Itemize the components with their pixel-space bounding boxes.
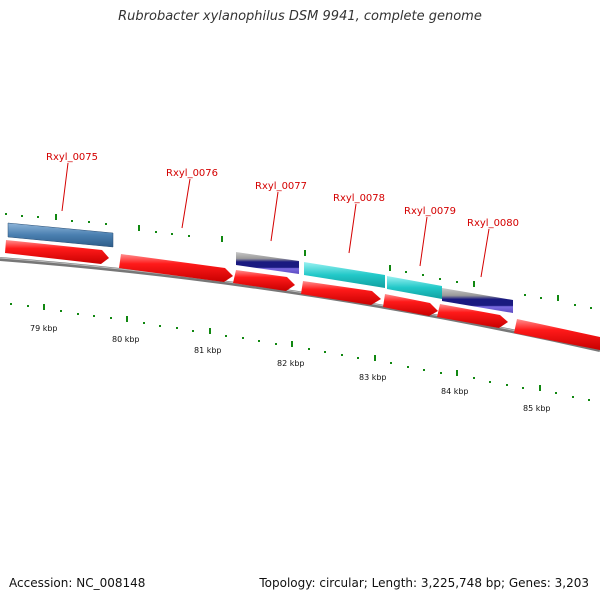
genome-summary-text: Topology: circular; Length: 3,225,748 bp… <box>259 576 589 590</box>
cds-arrow-rxyl-0077[interactable] <box>233 270 295 291</box>
map-title: Rubrobacter xylanophilus DSM 9941, compl… <box>118 9 482 24</box>
cds-arrow-rxyl-0078[interactable] <box>301 281 381 305</box>
feature-bar-rxyl-0077[interactable] <box>236 252 299 274</box>
gene-leader-lines <box>61 162 490 278</box>
cds-arrow-next[interactable] <box>514 319 600 350</box>
accession-text: Accession: NC_008148 <box>9 576 146 590</box>
gene-label-rxyl-0080[interactable]: Rxyl_0080 <box>467 218 519 229</box>
cds-arrow-rxyl-0079[interactable] <box>383 294 438 316</box>
cds-arrow-rxyl-0080[interactable] <box>437 304 508 328</box>
feature-bar-rxyl-0078-b[interactable] <box>387 276 442 299</box>
gene-label-rxyl-0077[interactable]: Rxyl_0077 <box>255 181 307 192</box>
gene-label-rxyl-0075[interactable]: Rxyl_0075 <box>46 152 98 163</box>
gene-label-rxyl-0078[interactable]: Rxyl_0078 <box>333 193 385 204</box>
kbp-label-81: 81 kbp <box>194 346 222 355</box>
kbp-label-84: 84 kbp <box>441 387 469 396</box>
gene-label-rxyl-0076[interactable]: Rxyl_0076 <box>166 168 218 179</box>
lower-tick-track <box>10 303 590 401</box>
kbp-label-80: 80 kbp <box>112 335 140 344</box>
feature-bar-rxyl-0075[interactable] <box>7 222 114 248</box>
kbp-label-82: 82 kbp <box>277 359 305 368</box>
kbp-label-83: 83 kbp <box>359 373 387 382</box>
upper-tick-track <box>5 213 592 309</box>
gene-label-rxyl-0079[interactable]: Rxyl_0079 <box>404 206 456 217</box>
cds-arrow-rxyl-0075[interactable] <box>5 240 109 264</box>
kbp-label-85: 85 kbp <box>523 404 551 413</box>
kbp-label-79: 79 kbp <box>30 324 58 333</box>
cds-arrow-rxyl-0076[interactable] <box>119 254 233 282</box>
feature-bar-rxyl-0078-a[interactable] <box>304 262 385 288</box>
feature-bar-rxyl-0080[interactable] <box>442 288 513 313</box>
